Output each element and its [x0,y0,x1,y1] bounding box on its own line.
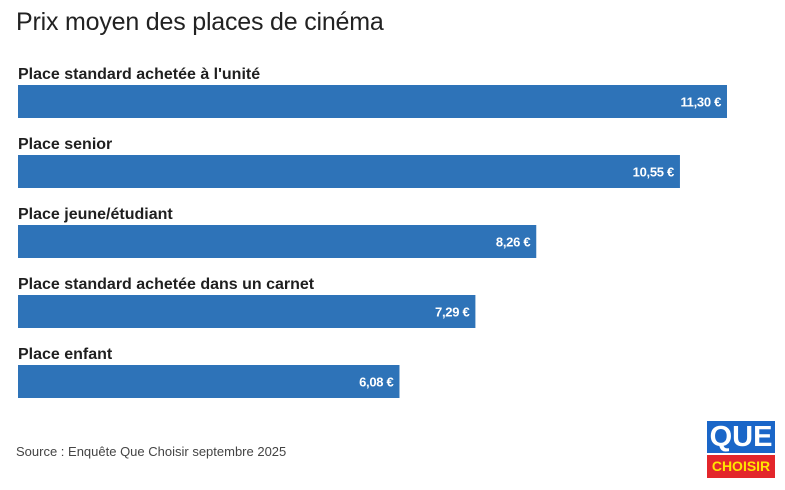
logo-line-2: CHOISIR [707,455,775,478]
category-label: Place senior [18,136,112,153]
value-label: 10,55 € [633,165,674,180]
value-label: 6,08 € [359,375,393,390]
category-label: Place enfant [18,346,113,363]
chart-title: Prix moyen des places de cinéma [16,8,384,36]
logo-line-1: QUE [707,421,775,453]
category-label: Place standard achetée à l'unité [18,66,260,83]
que-choisir-logo: QUE CHOISIR [707,421,775,478]
value-label: 11,30 € [680,95,721,110]
bar [18,295,476,328]
bar [18,225,537,258]
bar-chart: Place standard achetée à l'unité 11,30 € P… [18,66,727,398]
bar [18,155,680,188]
bar [18,85,727,118]
value-label: 8,26 € [496,235,530,250]
category-label: Place jeune/étudiant [18,206,173,223]
source-note: Source : Enquête Que Choisir septembre 2… [16,444,287,459]
category-label: Place standard achetée dans un carnet [18,276,315,293]
bar [18,365,400,398]
value-label: 7,29 € [435,305,469,320]
